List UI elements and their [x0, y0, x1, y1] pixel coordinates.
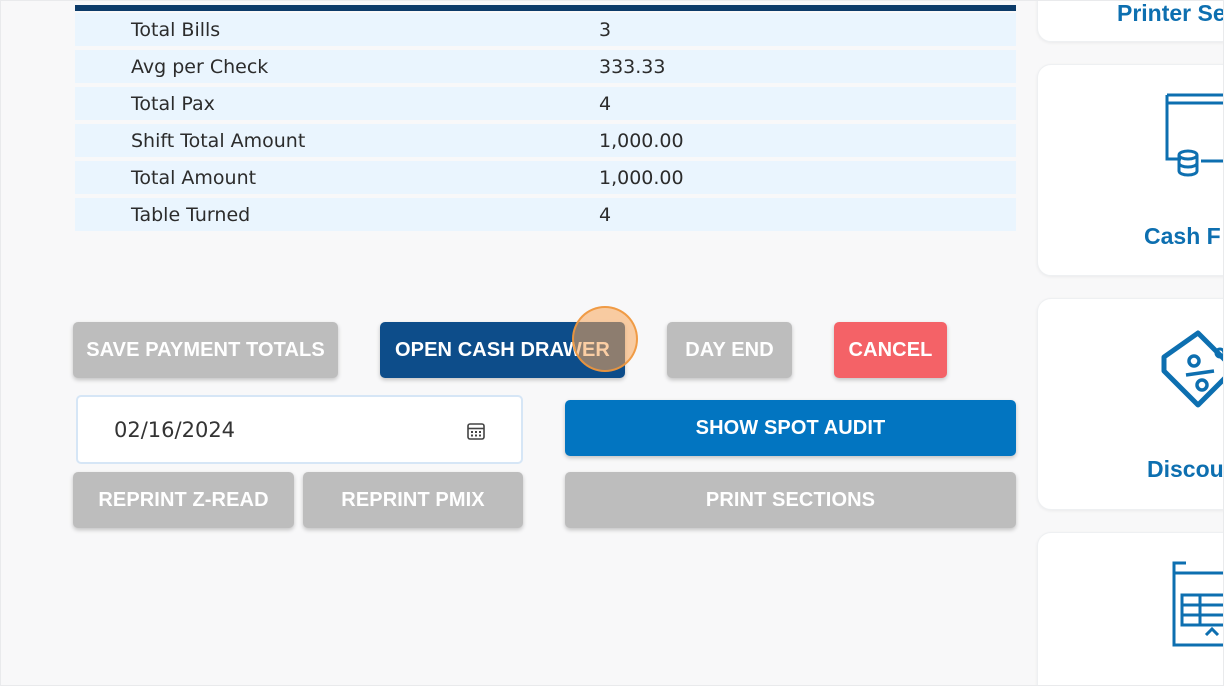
row-label: Total Pax	[131, 92, 215, 115]
cancel-button[interactable]: CANCEL	[834, 322, 947, 378]
table-row: Total Bills 3	[75, 13, 1016, 46]
side-card-printer-settings[interactable]: Printer Se	[1037, 0, 1224, 42]
click-indicator	[572, 306, 638, 372]
row-label: Total Amount	[131, 166, 257, 189]
table-row: Avg per Check 333.33	[75, 50, 1016, 83]
row-label: Table Turned	[131, 203, 251, 226]
side-card-label: Printer Se	[1117, 0, 1224, 26]
cash-drawer-icon	[1165, 93, 1224, 177]
table-row: Total Amount 1,000.00	[75, 161, 1016, 194]
side-card-cash-float[interactable]: Cash F	[1037, 64, 1224, 276]
row-value: 333.33	[599, 55, 666, 78]
calendar-icon[interactable]	[466, 421, 486, 441]
print-sections-button[interactable]: PRINT SECTIONS	[565, 472, 1016, 528]
row-label: Total Bills	[131, 18, 221, 41]
row-value: 1,000.00	[599, 166, 684, 189]
report-icon	[1172, 561, 1224, 647]
reprint-z-read-button[interactable]: REPRINT Z-READ	[73, 472, 294, 528]
row-value: 1,000.00	[599, 129, 684, 152]
summary-table: Total Bills 3 Avg per Check 333.33 Total…	[75, 13, 1016, 235]
row-value: 3	[599, 18, 612, 41]
row-label: Avg per Check	[131, 55, 269, 78]
side-card-label: Discou	[1147, 456, 1224, 482]
discount-tag-icon	[1161, 330, 1224, 408]
row-label: Shift Total Amount	[131, 129, 306, 152]
side-card-discounts[interactable]: Discou	[1037, 298, 1224, 510]
side-card-reports[interactable]	[1037, 532, 1224, 686]
table-row: Shift Total Amount 1,000.00	[75, 124, 1016, 157]
save-payment-totals-button[interactable]: SAVE PAYMENT TOTALS	[73, 322, 338, 378]
side-card-label: Cash F	[1144, 223, 1221, 249]
show-spot-audit-button[interactable]: SHOW SPOT AUDIT	[565, 400, 1016, 456]
date-picker-field[interactable]: 02/16/2024	[76, 395, 523, 464]
table-row: Total Pax 4	[75, 87, 1016, 120]
table-row: Table Turned 4	[75, 198, 1016, 231]
row-value: 4	[599, 92, 612, 115]
date-value[interactable]: 02/16/2024	[114, 417, 236, 442]
summary-header-bar	[75, 5, 1016, 11]
reprint-pmix-button[interactable]: REPRINT PMIX	[303, 472, 523, 528]
row-value: 4	[599, 203, 612, 226]
day-end-button[interactable]: DAY END	[667, 322, 792, 378]
